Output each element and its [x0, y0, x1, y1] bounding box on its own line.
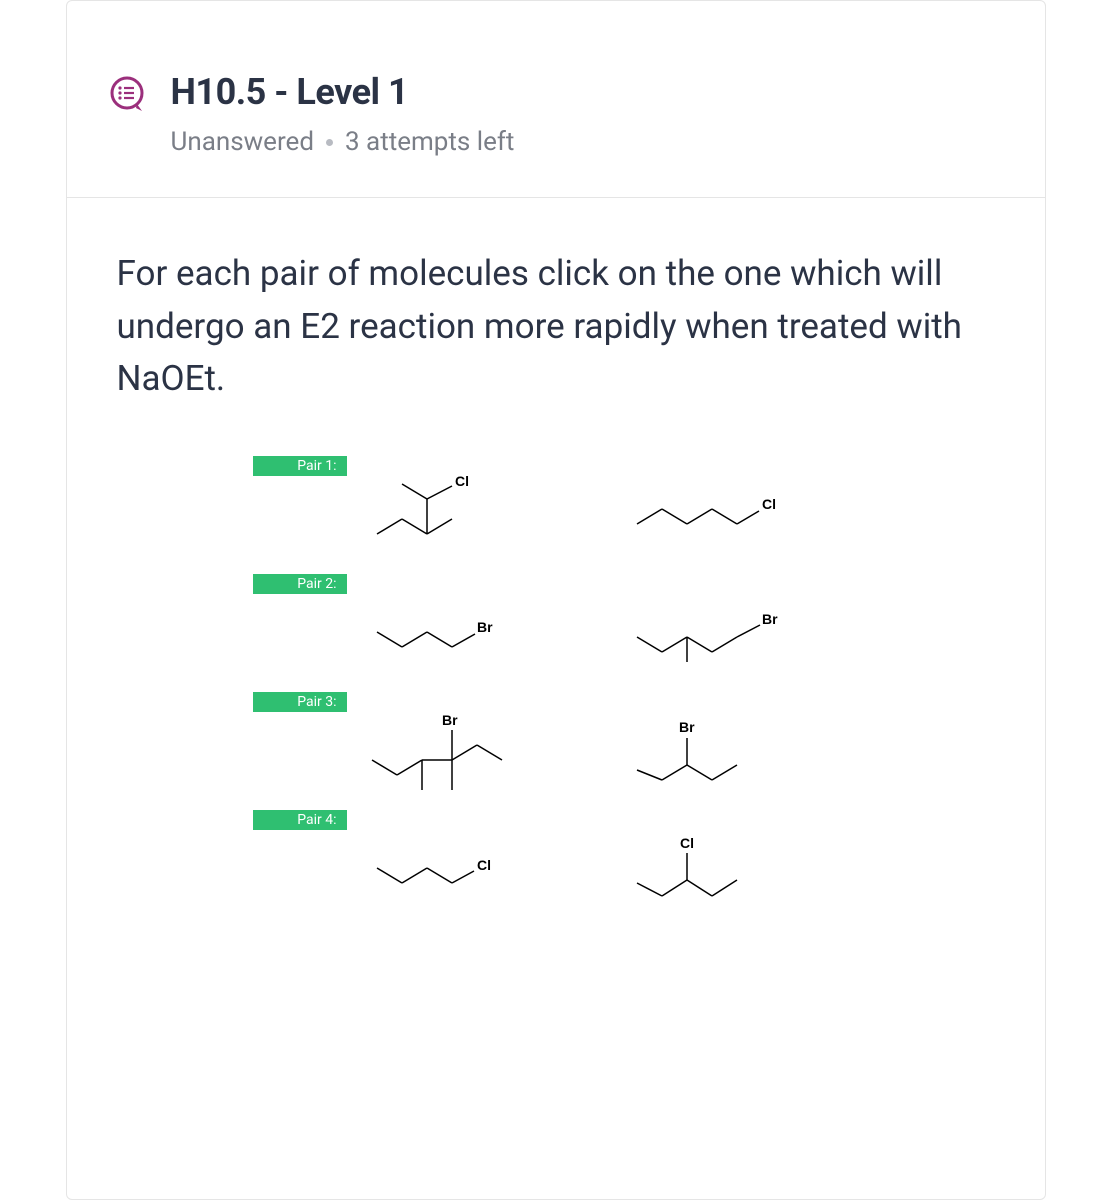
pair1-molecule-a[interactable]: Cl [367, 464, 527, 558]
status-separator-dot [326, 139, 333, 146]
svg-text:Br: Br [442, 712, 458, 728]
svg-text:Cl: Cl [680, 835, 694, 851]
question-prompt: For each pair of molecules click on the … [117, 248, 995, 406]
svg-text:Br: Br [477, 619, 493, 635]
attempts-text: 3 attempts left [345, 127, 514, 157]
pair2-molecule-a[interactable]: Br [367, 582, 527, 666]
question-title: H10.5 - Level 1 [171, 71, 515, 113]
pair3-molecule-b[interactable]: Br [627, 700, 787, 794]
pair4-molecule-b[interactable]: Cl [627, 818, 787, 912]
pair-row-2: Pair 2: Br Br [267, 574, 995, 684]
pair-row-4: Pair 4: Cl Cl [267, 810, 995, 920]
pair-label-3: Pair 3: [267, 692, 347, 712]
question-body: For each pair of molecules click on the … [67, 198, 1045, 426]
svg-text:Cl: Cl [455, 473, 469, 489]
pair-row-1: Pair 1: Cl [267, 456, 995, 566]
pair4-molecule-a[interactable]: Cl [367, 818, 527, 902]
pair-label-2: Pair 2: [267, 574, 347, 594]
question-list-icon [107, 75, 147, 115]
pair-label-4: Pair 4: [267, 810, 347, 830]
svg-text:Br: Br [762, 611, 778, 627]
pair1-molecule-b[interactable]: Cl [627, 464, 807, 548]
status-line: Unanswered 3 attempts left [171, 127, 515, 157]
svg-text:Cl: Cl [477, 857, 491, 873]
pair-row-3: Pair 3: Br [267, 692, 995, 802]
svg-text:Cl: Cl [762, 496, 776, 512]
status-text: Unanswered [171, 127, 314, 157]
pair3-molecule-a[interactable]: Br [367, 700, 557, 804]
svg-text:Br: Br [679, 719, 695, 735]
header: H10.5 - Level 1 Unanswered 3 attempts le… [67, 1, 1045, 198]
question-card: H10.5 - Level 1 Unanswered 3 attempts le… [66, 0, 1046, 1200]
pair2-molecule-b[interactable]: Br [627, 582, 807, 666]
pair-label-1: Pair 1: [267, 456, 347, 476]
molecules-area: Pair 1: Cl [67, 426, 1045, 968]
